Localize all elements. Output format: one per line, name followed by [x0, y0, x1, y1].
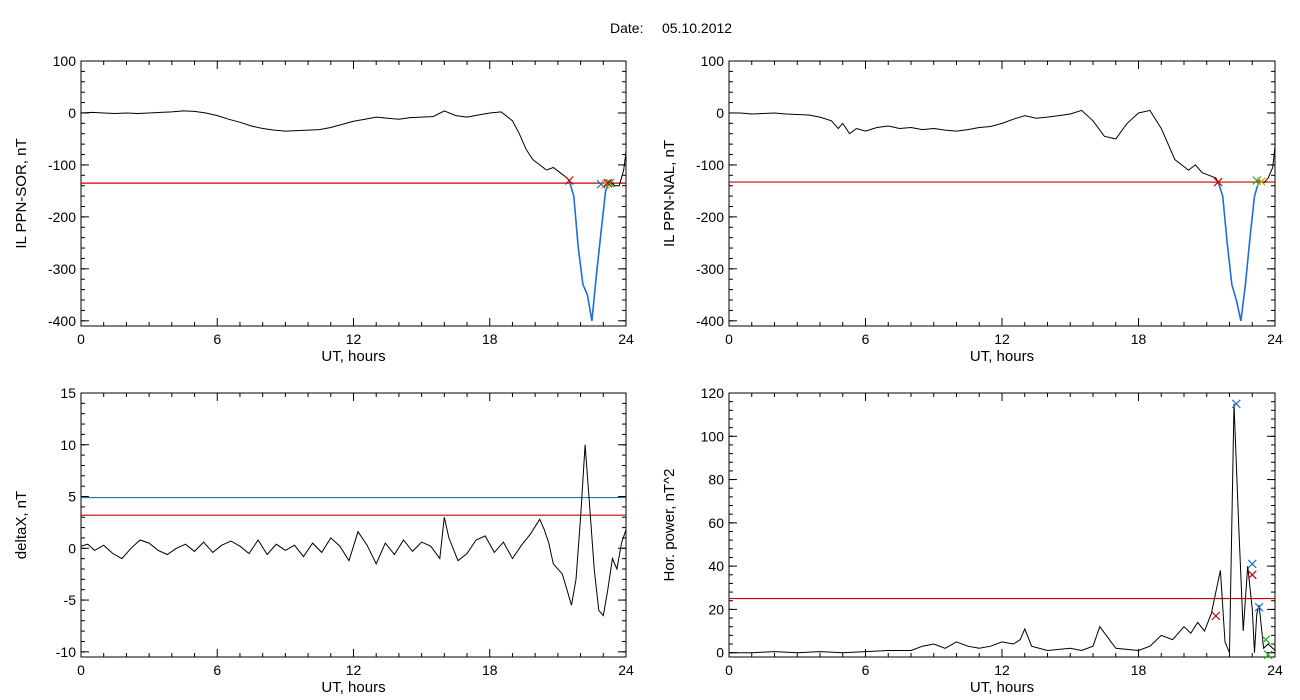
- event-marker: [1263, 650, 1273, 660]
- x-tick-label: 24: [1267, 331, 1283, 347]
- series-line: [729, 403, 1275, 654]
- event-marker: [1261, 635, 1271, 645]
- y-tick-label: 0: [716, 645, 724, 661]
- x-tick-label: 12: [346, 662, 362, 678]
- y-axis-title: IL PPN-NAL, nT: [661, 140, 678, 247]
- series-line: [81, 444, 626, 617]
- y-tick-label: 100: [53, 53, 77, 69]
- chart-panel-sor: 0 6 12 18 24 100 0 -100 -200 -300 -400 UT, hours IL …: [13, 53, 634, 365]
- series-group: [81, 444, 626, 617]
- x-tick-label: 6: [213, 662, 221, 678]
- series-group: [81, 110, 626, 321]
- event-marker: [1231, 399, 1241, 409]
- y-tick-label: 0: [68, 540, 76, 556]
- chart-panel-power: 0 6 12 18 24 120 100 80 60 40 20 0 UT, hours Hor. pow…: [661, 385, 1283, 696]
- y-tick-label: 20: [708, 601, 724, 617]
- x-tick-label: 18: [1131, 662, 1147, 678]
- y-tick-label: 0: [68, 105, 76, 121]
- x-tick-label: 0: [77, 331, 85, 347]
- y-tick-label: 0: [716, 105, 724, 121]
- y-tick-label: -100: [696, 157, 724, 173]
- highlight-segment: [568, 180, 611, 321]
- event-marker: [605, 178, 615, 188]
- figure-title-label: Date:: [610, 20, 643, 36]
- y-tick-label: -200: [48, 209, 76, 225]
- x-tick-label: 0: [77, 662, 85, 678]
- event-marker: [1247, 570, 1257, 580]
- chart-panel-deltax: 0 6 12 18 24 15 10 5 0 -5 -10 UT, hours deltaX, nT: [13, 385, 634, 696]
- x-tick-label: 18: [482, 331, 498, 347]
- plot-frame: [728, 60, 1276, 327]
- y-tick-label: -10: [56, 644, 76, 660]
- x-tick-label: 0: [725, 662, 733, 678]
- x-tick-label: 12: [346, 331, 362, 347]
- x-tick-label: 0: [725, 331, 733, 347]
- plot-frame: [80, 60, 627, 327]
- figure-title-date: 05.10.2012: [662, 20, 732, 36]
- series-group: [729, 403, 1275, 654]
- event-marker: [1211, 611, 1221, 621]
- x-tick-label: 18: [482, 662, 498, 678]
- x-tick-label: 18: [1131, 331, 1147, 347]
- plot-frame: [80, 392, 627, 658]
- x-tick-label: 6: [862, 331, 870, 347]
- x-axis-title: UT, hours: [321, 348, 385, 365]
- event-marker: [1213, 177, 1223, 187]
- x-tick-label: 6: [213, 331, 221, 347]
- y-tick-label: -300: [48, 261, 76, 277]
- event-marker: [603, 178, 613, 188]
- y-tick-label: 5: [68, 489, 76, 505]
- x-tick-label: 24: [618, 662, 634, 678]
- y-tick-label: 15: [60, 385, 76, 401]
- highlight-segment: [1217, 180, 1260, 321]
- y-tick-label: 80: [708, 472, 724, 488]
- plot-frame: [728, 392, 1276, 658]
- y-tick-label: 100: [701, 428, 725, 444]
- y-tick-label: 100: [701, 53, 725, 69]
- x-tick-label: 24: [1267, 662, 1283, 678]
- y-axis-title: deltaX, nT: [13, 491, 30, 559]
- x-tick-label: 24: [618, 331, 634, 347]
- x-axis-title: UT, hours: [970, 679, 1034, 696]
- y-tick-label: -300: [696, 261, 724, 277]
- y-tick-label: -200: [696, 209, 724, 225]
- y-tick-label: 10: [60, 437, 76, 453]
- x-tick-label: 12: [994, 331, 1010, 347]
- event-marker: [1252, 176, 1262, 185]
- series-group: [729, 109, 1275, 321]
- y-tick-label: -400: [696, 313, 724, 329]
- y-tick-label: -5: [64, 592, 77, 608]
- y-axis-title: Hor. power, nT^2: [661, 469, 678, 582]
- y-tick-label: -100: [48, 157, 76, 173]
- y-axis-title: IL PPN-SOR, nT: [13, 138, 30, 248]
- x-tick-label: 12: [994, 662, 1010, 678]
- event-marker: [1247, 559, 1257, 569]
- y-tick-label: 120: [701, 385, 725, 401]
- x-axis-title: UT, hours: [970, 348, 1034, 365]
- event-marker: [564, 176, 574, 185]
- y-tick-label: 40: [708, 558, 724, 574]
- series-line: [81, 110, 626, 321]
- event-marker: [1256, 177, 1266, 186]
- chart-panel-nal: 0 6 12 18 24 100 0 -100 -200 -300 -400 UT, hours IL …: [661, 53, 1283, 365]
- x-tick-label: 6: [862, 662, 870, 678]
- y-tick-label: -400: [48, 313, 76, 329]
- series-line: [729, 109, 1275, 321]
- y-tick-label: 60: [708, 515, 724, 531]
- x-axis-title: UT, hours: [321, 679, 385, 696]
- event-marker: [1254, 602, 1264, 612]
